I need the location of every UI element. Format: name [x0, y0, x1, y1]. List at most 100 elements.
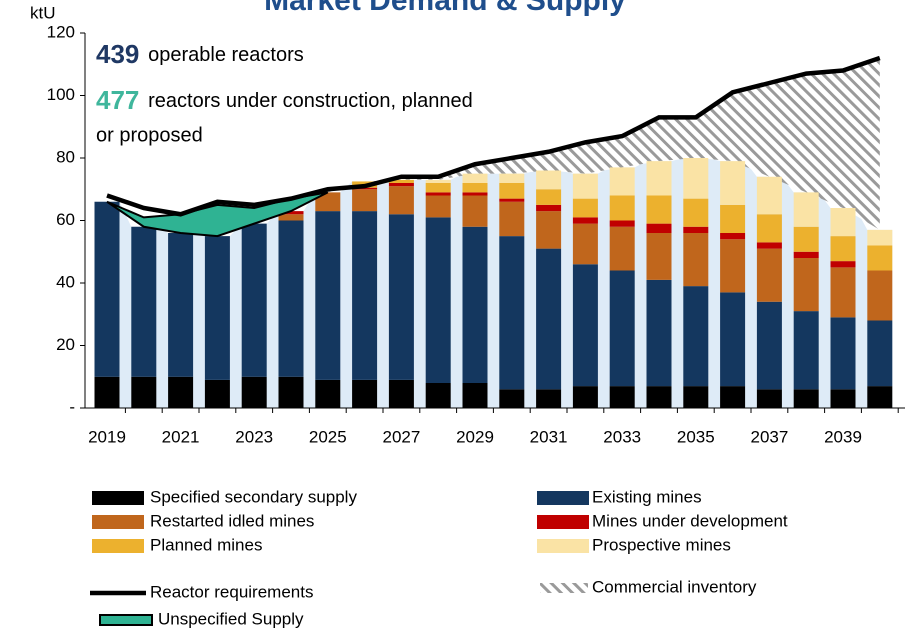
- bar-segment: [388, 379, 414, 408]
- bar-segment: [536, 189, 562, 205]
- bar-segment: [536, 170, 562, 190]
- annotation: 477 reactors under construction, planned: [96, 85, 473, 115]
- bar-segment: [131, 226, 157, 377]
- bar-segment: [720, 161, 746, 205]
- legend-swatch: [99, 614, 153, 626]
- bar-segment: [756, 176, 782, 215]
- annotation-text: or proposed: [96, 124, 203, 146]
- bar-segment: [536, 389, 562, 408]
- legend-label: Mines under development: [592, 511, 788, 530]
- legend-swatch: [540, 583, 588, 593]
- bar-segment: [830, 317, 856, 390]
- bar-segment: [499, 198, 525, 202]
- legend-swatch: [537, 539, 589, 553]
- bar-segment: [204, 236, 230, 380]
- y-tick-label: 60: [56, 210, 75, 229]
- y-tick-label: 40: [56, 272, 75, 291]
- bar-segment: [683, 198, 709, 227]
- bar-segment: [278, 214, 304, 221]
- x-tick-label: 2021: [162, 427, 200, 446]
- x-tick-label: 2031: [530, 427, 568, 446]
- bar-segment: [720, 233, 746, 240]
- legend-swatch: [92, 515, 144, 529]
- bar-segment: [536, 211, 562, 249]
- x-tick-label: 2019: [88, 427, 126, 446]
- bar-segment: [388, 179, 414, 183]
- annotation-text: operable reactors: [148, 44, 304, 66]
- bar-segment: [388, 183, 414, 187]
- x-tick-label: 2037: [750, 427, 788, 446]
- bar-segment: [867, 245, 893, 271]
- x-tick-label: 2039: [824, 427, 862, 446]
- bar-segment: [425, 195, 451, 218]
- bar-segment: [609, 386, 635, 408]
- bar-segment: [793, 311, 819, 390]
- bar-segment: [352, 189, 378, 212]
- commercial-inventory: [327, 58, 880, 230]
- bar-segment: [720, 292, 746, 387]
- bar-segment: [425, 179, 451, 183]
- bar-segment: [462, 173, 488, 183]
- legend-label: Specified secondary supply: [150, 487, 357, 506]
- bar-segment: [756, 242, 782, 249]
- bar-segment: [241, 376, 267, 408]
- bar-segment: [425, 192, 451, 196]
- bar-segment: [646, 386, 672, 408]
- bar-segment: [572, 264, 598, 387]
- bar-segment: [683, 233, 709, 287]
- bar-segment: [683, 386, 709, 408]
- bar-segment: [388, 186, 414, 215]
- bar-segment: [793, 251, 819, 258]
- y-tick-label: -: [69, 397, 75, 416]
- bar-segment: [94, 376, 120, 408]
- bar-segment: [830, 236, 856, 262]
- chart-title: Market Demand & Supply: [264, 0, 626, 17]
- bar-segment: [756, 248, 782, 302]
- bar-segment: [609, 167, 635, 196]
- bar-segment: [572, 217, 598, 224]
- x-tick-label: 2029: [456, 427, 494, 446]
- bar-segment: [609, 220, 635, 227]
- bar-segment: [352, 187, 378, 190]
- legend-label: Prospective mines: [592, 535, 731, 554]
- bar-segment: [352, 211, 378, 380]
- bar-segment: [793, 226, 819, 252]
- y-tick-label: 120: [47, 22, 75, 41]
- bar-segment: [609, 226, 635, 271]
- bar-segment: [425, 383, 451, 408]
- bar-segment: [204, 379, 230, 408]
- x-tick-label: 2025: [309, 427, 347, 446]
- bar-segment: [720, 239, 746, 293]
- bar-segment: [168, 376, 194, 408]
- bar-segment: [830, 261, 856, 268]
- bar-segment: [462, 226, 488, 383]
- y-tick-label: 100: [47, 85, 75, 104]
- bar-segment: [572, 386, 598, 408]
- bar-segment: [499, 201, 525, 237]
- bar-segment: [425, 217, 451, 383]
- bar-segment: [646, 279, 672, 387]
- legend-label: Unspecified Supply: [158, 609, 304, 628]
- bar-segment: [315, 192, 341, 212]
- bar-segment: [499, 236, 525, 390]
- bar-segment: [572, 173, 598, 199]
- bar-segment: [241, 223, 267, 377]
- bar-segment: [462, 183, 488, 193]
- bar-segment: [609, 195, 635, 221]
- bar-segment: [462, 383, 488, 408]
- legend-swatch: [92, 539, 144, 553]
- bar-segment: [720, 204, 746, 233]
- bar-segment: [278, 211, 304, 215]
- bar-segment: [720, 386, 746, 408]
- annotation: 439 operable reactors: [96, 39, 304, 69]
- bar-segment: [131, 376, 157, 408]
- x-tick-label: 2033: [603, 427, 641, 446]
- y-tick-label: 20: [56, 335, 75, 354]
- bar-segment: [756, 301, 782, 390]
- bar-segment: [609, 270, 635, 387]
- bar-segment: [572, 198, 598, 218]
- bar-segment: [462, 192, 488, 196]
- bar-segment: [830, 389, 856, 408]
